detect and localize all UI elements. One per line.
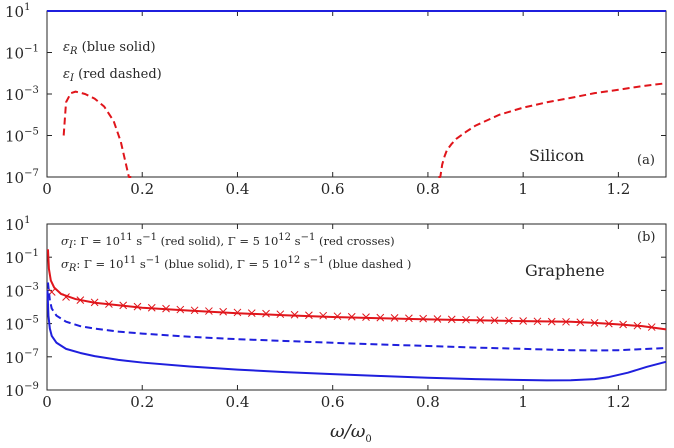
panel-a-material-label: Silicon: [529, 146, 584, 165]
panel-b-series-1-marker: [62, 293, 70, 301]
panel-b-material-label: Graphene: [525, 261, 605, 280]
panel-b-panel-label: (b): [637, 230, 655, 245]
panel-b-series-1-marker: [533, 317, 542, 326]
panel-b-series-1-marker: [419, 314, 428, 323]
panel-b-series-1-marker: [105, 300, 113, 308]
panel-b-series-1-marker: [633, 321, 642, 330]
panel-a-ytick-label: 10−1: [5, 44, 39, 63]
panel-a-xtick-label: 1: [518, 180, 528, 198]
panel-b-series-0-line: [46, 249, 667, 331]
panel-a-series: [47, 10, 667, 178]
panel-b-ytick-label: 10−5: [5, 315, 39, 334]
panel-b-series-1-marker: [362, 313, 370, 321]
panel-b-series-1-marker: [405, 314, 413, 323]
panel-b-series-1-marker: [433, 315, 442, 323]
panel-b-series-1-marker: [519, 317, 528, 325]
panel-b-ytick-label: 10−3: [5, 281, 39, 300]
panel-b-series-1-marker: [176, 305, 185, 314]
x-axis-label: ω/ω0: [330, 421, 372, 445]
panel-b-xtick-label: 1: [518, 393, 528, 411]
panel-a-legend-epsilon-i: εI (red dashed): [63, 67, 162, 84]
panel-b-series-1-marker: [147, 303, 156, 312]
panel-b-series-1-marker: [233, 308, 242, 317]
panel-b-series-1-marker: [319, 311, 328, 320]
panel-b-frame: [46, 223, 667, 391]
panel-b-series-1-marker: [262, 309, 270, 318]
panel-a-xtick-label: 0.6: [321, 180, 345, 198]
panel-b-series-1-marker: [605, 319, 613, 328]
panel-b-series: [46, 249, 667, 382]
panel-b-series-1-marker: [276, 310, 285, 319]
panel-b-legend-sigma-r: σR: Γ = 1011 s−1 (blue solid), Γ = 5 101…: [61, 255, 411, 274]
panel-b-series-1-marker: [547, 317, 556, 326]
panel-b-ytick-label: 10−1: [5, 248, 39, 267]
panel-b-series-1-marker: [390, 314, 399, 322]
panel-a-series-2-line: [438, 82, 667, 178]
panel-b-series-1-marker: [562, 317, 570, 326]
panel-b-series-1-marker: [347, 312, 356, 321]
panel-b-series-1-marker: [576, 318, 585, 327]
panel-b-ticks: 0 0.2 0.4 0.6 0.8 1 1.2 101 10−1 10−3 10−5 10−7 10−9: [5, 215, 666, 411]
panel-b-series-1-marker: [476, 316, 485, 324]
panel-a-ytick-label: 10−7: [5, 168, 39, 187]
panel-a-panel-label: (a): [637, 153, 655, 168]
panel-b-ytick-label: 101: [5, 215, 30, 234]
panel-b-series-1-marker: [505, 316, 513, 325]
panel-b-xtick-label: 0: [42, 393, 52, 411]
panel-a-ytick-label: 10−5: [5, 127, 39, 146]
panel-a: 0 0.2 0.4 0.6 0.8 1 1.2 101 10−1 10−3 10−5 10−7 εR …: [5, 2, 667, 198]
panel-a-xtick-label: 0: [42, 180, 52, 198]
panel-b-series-1-marker: [305, 311, 313, 320]
panel-b-xtick-label: 0.4: [226, 393, 250, 411]
panel-a-ticks: 0 0.2 0.4 0.6 0.8 1 1.2 101 10−1 10−3 10−5 10−7: [5, 2, 666, 198]
panel-b-series-1-marker: [190, 306, 199, 315]
panel-a-ytick-label: 10−3: [5, 85, 39, 104]
panel-b-series-1-marker: [490, 316, 499, 325]
panel-b-series-1-marker: [90, 298, 99, 307]
panel-b-xtick-label: 0.8: [416, 393, 440, 411]
panel-b-series-1-marker: [290, 310, 299, 319]
panel-b-series-3-line: [46, 282, 667, 352]
panel-b-ytick-label: 10−7: [5, 348, 39, 367]
panel-a-xtick-label: 0.4: [226, 180, 250, 198]
panel-b-xtick-label: 0.6: [321, 393, 345, 411]
panel-b-series-1-marker: [247, 309, 256, 317]
panel-b-series-1-marker: [590, 319, 599, 327]
panel-b-series-1-marker: [133, 302, 142, 311]
panel-b-series-1-marker: [447, 315, 456, 324]
panel-b-series-2-line: [46, 290, 667, 382]
panel-b-xtick-label: 1.2: [606, 393, 630, 411]
panel-b-series-1-marker: [219, 307, 228, 316]
panel-a-xtick-label: 1.2: [606, 180, 630, 198]
panel-b-series-1-marker: [76, 296, 85, 304]
panel-b-series-1-marker: [462, 315, 470, 324]
panel-b-series-1-marker: [162, 304, 170, 313]
panel-a-ytick-label: 101: [5, 2, 30, 21]
panel-b: 0 0.2 0.4 0.6 0.8 1 1.2 101 10−1 10−3 10−5 10−7 10−9…: [5, 215, 667, 445]
panel-b-ytick-label: 10−9: [5, 381, 39, 400]
panel-a-xtick-label: 0.2: [130, 180, 154, 198]
panel-a-xtick-label: 0.8: [416, 180, 440, 198]
panel-a-legend-epsilon-r: εR (blue solid): [63, 40, 156, 57]
panel-b-series-1-marker: [647, 323, 656, 331]
panel-b-xtick-label: 0.2: [130, 393, 154, 411]
panel-b-series-1-marker: [376, 313, 385, 322]
panel-b-series-1-marker: [119, 301, 128, 310]
panel-b-legend-sigma-i: σI: Γ = 1011 s−1 (red solid), Γ = 5 1012…: [61, 232, 395, 251]
panel-b-series-1-marker: [333, 312, 342, 321]
panel-b-series-1-marker: [619, 320, 627, 329]
panel-a-series-1-line: [62, 90, 132, 178]
panel-b-series-1-marker: [205, 307, 213, 315]
